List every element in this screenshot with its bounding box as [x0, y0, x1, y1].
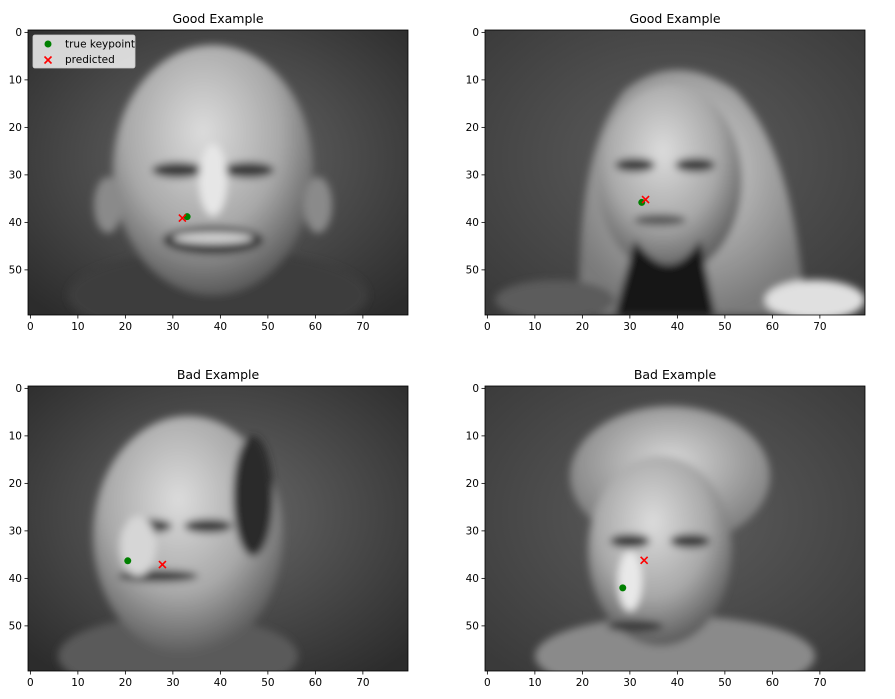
- subplot-bottom-left: Bad Example 0 10 20 30 40 50 60 70 0 10 20 30 40 50: [9, 367, 409, 689]
- axis-ticks: 0 10 20 30 40 50 60 70 0 10 20 30 40 50: [9, 383, 370, 689]
- x-tick-label: 30: [166, 321, 179, 333]
- face-image: [485, 386, 865, 671]
- x-tick-label: 40: [214, 677, 227, 689]
- x-tick-label: 40: [671, 677, 684, 689]
- x-tick-label: 30: [623, 321, 636, 333]
- keypoint-markers: [638, 195, 650, 206]
- y-tick-label: 30: [466, 170, 479, 182]
- x-tick-label: 40: [671, 321, 684, 333]
- x-tick-label: 0: [484, 321, 491, 333]
- x-tick-label: 60: [309, 321, 322, 333]
- subplot-top-left: Good Example 0 10 20 30 40 50 60 70 0 10 20 30 40 50: [9, 11, 409, 333]
- axis-ticks: 0 10 20 30 40 50 60 70 0 10 20 30 40 50: [466, 27, 827, 333]
- y-tick-label: 20: [466, 122, 479, 134]
- x-tick-label: 0: [27, 677, 34, 689]
- predicted-keypoint-marker: [641, 195, 650, 204]
- x-tick-label: 50: [718, 677, 731, 689]
- x-tick-label: 30: [166, 677, 179, 689]
- y-tick-label: 50: [9, 621, 22, 633]
- y-tick-label: 10: [466, 431, 479, 443]
- y-tick-label: 40: [9, 573, 22, 585]
- y-tick-label: 30: [9, 526, 22, 538]
- x-tick-label: 20: [576, 321, 589, 333]
- y-tick-label: 20: [466, 478, 479, 490]
- face-image: [28, 30, 408, 315]
- x-tick-label: 10: [71, 677, 84, 689]
- y-tick-label: 40: [466, 217, 479, 229]
- predicted-keypoint-marker: [640, 556, 649, 565]
- subplot-bottom-right: Bad Example 0 10 20 30 40 50 60 70 0 10 20 30 40 50: [466, 367, 866, 689]
- x-tick-label: 40: [214, 321, 227, 333]
- y-tick-label: 40: [9, 217, 22, 229]
- legend-true-label: true keypoint: [65, 39, 135, 51]
- y-tick-label: 50: [466, 621, 479, 633]
- keypoint-markers: [124, 557, 167, 569]
- y-tick-label: 0: [472, 383, 479, 395]
- y-tick-label: 20: [9, 478, 22, 490]
- x-tick-label: 70: [356, 677, 369, 689]
- predicted-keypoint-marker: [178, 214, 187, 223]
- x-tick-label: 30: [623, 677, 636, 689]
- x-tick-label: 70: [813, 677, 826, 689]
- legend-pred-marker: [43, 55, 53, 65]
- x-tick-label: 10: [528, 677, 541, 689]
- true-keypoint-marker: [124, 557, 132, 565]
- y-tick-label: 50: [9, 265, 22, 277]
- y-tick-label: 20: [9, 122, 22, 134]
- x-tick-label: 70: [813, 321, 826, 333]
- face-image: [28, 386, 408, 671]
- legend: true keypoint predicted: [32, 34, 136, 69]
- subplot-title: Good Example: [629, 11, 720, 26]
- y-tick-label: 10: [9, 75, 22, 87]
- axis-ticks: 0 10 20 30 40 50 60 70 0 10 20 30 40 50: [9, 27, 370, 333]
- y-tick-label: 10: [9, 431, 22, 443]
- x-tick-label: 50: [261, 321, 274, 333]
- predicted-keypoint-marker: [158, 560, 167, 569]
- x-tick-label: 0: [484, 677, 491, 689]
- x-tick-label: 70: [356, 321, 369, 333]
- subplot-title: Bad Example: [634, 367, 717, 382]
- y-tick-label: 50: [466, 265, 479, 277]
- y-tick-label: 30: [466, 526, 479, 538]
- x-tick-label: 20: [119, 321, 132, 333]
- y-tick-label: 10: [466, 75, 479, 87]
- y-tick-label: 0: [15, 27, 22, 39]
- legend-pred-label: predicted: [65, 54, 115, 66]
- x-tick-label: 0: [27, 321, 34, 333]
- x-tick-label: 50: [718, 321, 731, 333]
- legend-true-marker: [44, 40, 52, 48]
- keypoint-markers: [619, 556, 649, 592]
- true-keypoint-marker: [619, 584, 627, 592]
- y-tick-label: 0: [472, 27, 479, 39]
- x-tick-label: 60: [309, 677, 322, 689]
- y-tick-label: 40: [466, 573, 479, 585]
- x-tick-label: 20: [576, 677, 589, 689]
- x-tick-label: 60: [766, 677, 779, 689]
- x-tick-label: 50: [261, 677, 274, 689]
- y-tick-label: 0: [15, 383, 22, 395]
- keypoint-markers: [178, 213, 191, 223]
- axis-ticks: 0 10 20 30 40 50 60 70 0 10 20 30 40 50: [466, 383, 827, 689]
- x-tick-label: 20: [119, 677, 132, 689]
- x-tick-label: 10: [528, 321, 541, 333]
- subplot-title: Bad Example: [177, 367, 260, 382]
- face-image: [485, 30, 865, 315]
- x-tick-label: 60: [766, 321, 779, 333]
- subplot-top-right: Good Example 0 10 20 30 40 50 60 70 0 10 20 30 40 50: [466, 11, 866, 333]
- y-tick-label: 30: [9, 170, 22, 182]
- x-tick-label: 10: [71, 321, 84, 333]
- subplot-title: Good Example: [172, 11, 263, 26]
